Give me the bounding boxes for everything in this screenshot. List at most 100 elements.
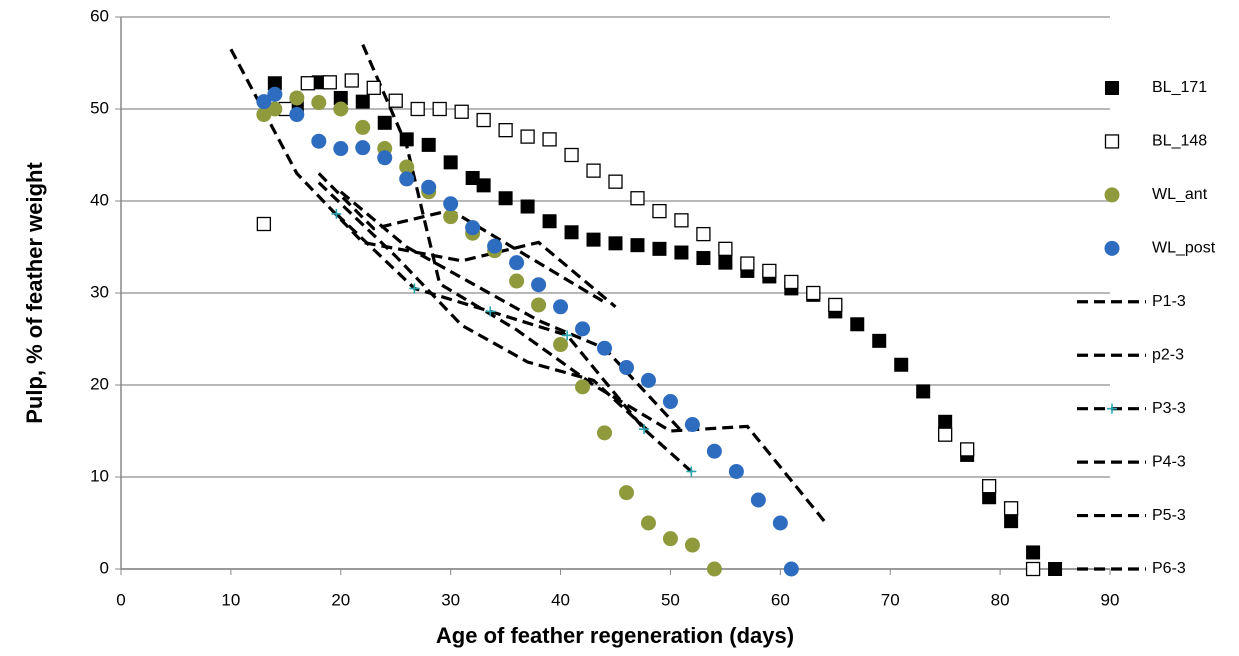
point — [377, 115, 392, 130]
y-tick-label: 30 — [90, 282, 109, 301]
dashed-line — [335, 212, 693, 473]
point — [409, 283, 420, 294]
point — [311, 95, 327, 111]
y-tick-label: 10 — [90, 466, 109, 485]
legend-label: p2-3 — [1152, 346, 1184, 363]
point — [289, 90, 305, 106]
point — [300, 76, 315, 91]
point — [476, 178, 491, 193]
point — [311, 75, 326, 90]
legend-label: BL_148 — [1152, 133, 1207, 150]
point — [686, 466, 697, 477]
point — [267, 76, 282, 91]
legend-marker — [1104, 240, 1120, 256]
legend-label: P4-3 — [1152, 453, 1186, 470]
x-tick-label: 50 — [661, 590, 680, 609]
point — [684, 417, 700, 433]
point — [520, 199, 535, 214]
point — [465, 220, 481, 236]
point — [916, 384, 931, 399]
x-tick-label: 60 — [771, 590, 790, 609]
point — [465, 171, 480, 185]
point — [333, 141, 349, 157]
point — [344, 73, 359, 88]
point — [684, 537, 700, 553]
point — [586, 232, 601, 247]
point — [938, 414, 953, 429]
y-tick-label: 40 — [90, 190, 109, 209]
point — [542, 214, 557, 229]
x-tick-label: 90 — [1101, 590, 1120, 609]
point — [981, 479, 997, 494]
point — [608, 236, 623, 251]
point — [333, 90, 348, 105]
point — [718, 255, 733, 270]
point — [828, 297, 843, 313]
legend-marker — [1104, 134, 1120, 149]
point — [674, 213, 689, 228]
point — [959, 442, 975, 457]
point — [531, 277, 547, 293]
legend-label: WL_ant — [1152, 186, 1208, 203]
point — [1026, 545, 1041, 560]
point — [1004, 514, 1019, 529]
point — [531, 297, 547, 313]
legend-marker — [1105, 81, 1119, 95]
point — [399, 132, 414, 147]
point — [399, 171, 415, 187]
point — [640, 372, 656, 388]
point — [630, 238, 645, 253]
point — [355, 140, 371, 156]
point — [662, 394, 678, 410]
point — [498, 191, 513, 206]
y-tick-label: 60 — [90, 6, 109, 25]
legend-label: P6-3 — [1152, 560, 1186, 577]
point — [850, 317, 865, 332]
point — [1025, 561, 1041, 577]
point — [564, 225, 579, 240]
point — [618, 485, 634, 501]
dashed-line — [339, 190, 683, 433]
point — [618, 360, 634, 376]
point — [608, 174, 623, 189]
point — [630, 191, 645, 206]
x-axis-title: Age of feather regeneration (days) — [436, 623, 794, 648]
point — [652, 241, 667, 256]
legend-label: P5-3 — [1152, 507, 1186, 524]
x-tick-label: 40 — [551, 590, 570, 609]
dashed-line — [229, 48, 617, 309]
point — [509, 273, 525, 289]
point — [487, 238, 503, 254]
point — [696, 251, 711, 266]
point — [872, 333, 887, 348]
point — [485, 306, 496, 317]
point — [1003, 501, 1019, 516]
point — [256, 94, 272, 110]
point — [706, 443, 722, 459]
point — [783, 561, 799, 577]
point — [443, 196, 459, 212]
point — [476, 112, 491, 128]
point — [421, 179, 437, 195]
point — [706, 561, 722, 577]
point — [331, 208, 342, 219]
point — [575, 321, 591, 337]
x-tick-label: 10 — [221, 590, 240, 609]
point — [728, 463, 744, 479]
y-tick-label: 0 — [100, 558, 109, 577]
point — [355, 119, 371, 135]
legend-label: BL_171 — [1152, 79, 1207, 96]
x-tick-label: 80 — [991, 590, 1010, 609]
point — [289, 107, 305, 123]
legend-label: P1-3 — [1152, 293, 1186, 310]
point — [894, 357, 909, 372]
point — [421, 137, 436, 152]
point — [520, 129, 535, 144]
point — [399, 159, 415, 175]
x-tick-label: 0 — [116, 590, 125, 609]
point — [355, 94, 370, 109]
point — [377, 150, 393, 166]
y-tick-label: 20 — [90, 374, 109, 393]
point — [443, 155, 458, 170]
